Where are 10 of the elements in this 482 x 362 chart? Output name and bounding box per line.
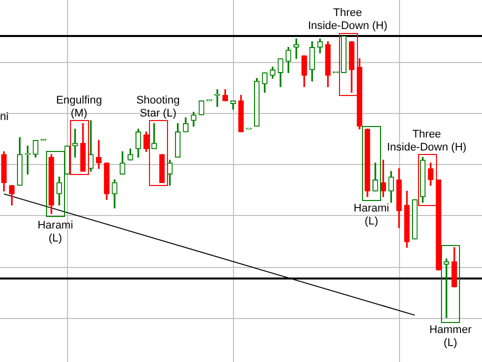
- annotation: Harami (L): [354, 202, 390, 228]
- annotation: Three Inside-Down (H): [308, 7, 388, 32]
- annotation: Harami (L): [38, 220, 74, 245]
- annotation: ni: [0, 111, 9, 123]
- annotation: Shooting Star (L): [136, 94, 180, 120]
- candlestick: [444, 258, 450, 318]
- candlestick: [72, 128, 78, 158]
- annotation: Three Inside-Down (H): [386, 128, 466, 154]
- annotation: Hammer (L): [429, 324, 472, 349]
- annotation: Engulfing (M): [56, 94, 102, 120]
